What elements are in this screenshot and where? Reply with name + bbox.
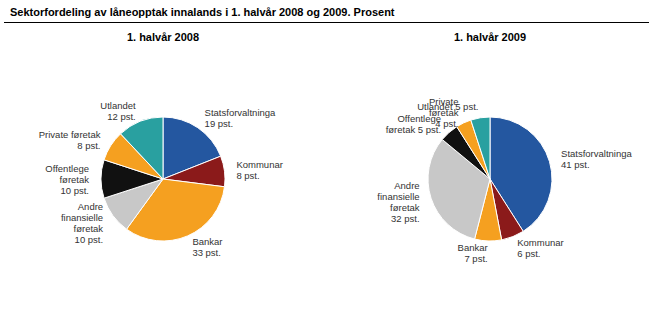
svg-text:Private føretak8 pst.: Private føretak8 pst. [39, 128, 101, 150]
svg-text:Andrefinansielleføretak10 pst.: Andrefinansielleføretak10 pst. [61, 200, 103, 244]
svg-text:Bankar33 pst.: Bankar33 pst. [192, 236, 222, 258]
svg-text:Offentlegeføretak10 pst.: Offentlegeføretak10 pst. [45, 163, 89, 196]
svg-text:Andrefinansielleføretak32 pst.: Andrefinansielleføretak32 pst. [377, 180, 419, 224]
svg-text:Utlandet12 pst.: Utlandet12 pst. [100, 99, 136, 121]
svg-text:Kommunar6 pst.: Kommunar6 pst. [517, 237, 563, 259]
svg-text:Utlandet 5 pst.: Utlandet 5 pst. [417, 100, 478, 111]
svg-text:Statsforvaltninga19 pst.: Statsforvaltninga19 pst. [205, 107, 276, 129]
svg-text:Bankar7 pst.: Bankar7 pst. [458, 242, 488, 264]
svg-text:Statsforvaltninga41 pst.: Statsforvaltninga41 pst. [561, 147, 632, 169]
svg-text:Kommunar8 pst.: Kommunar8 pst. [236, 159, 282, 181]
